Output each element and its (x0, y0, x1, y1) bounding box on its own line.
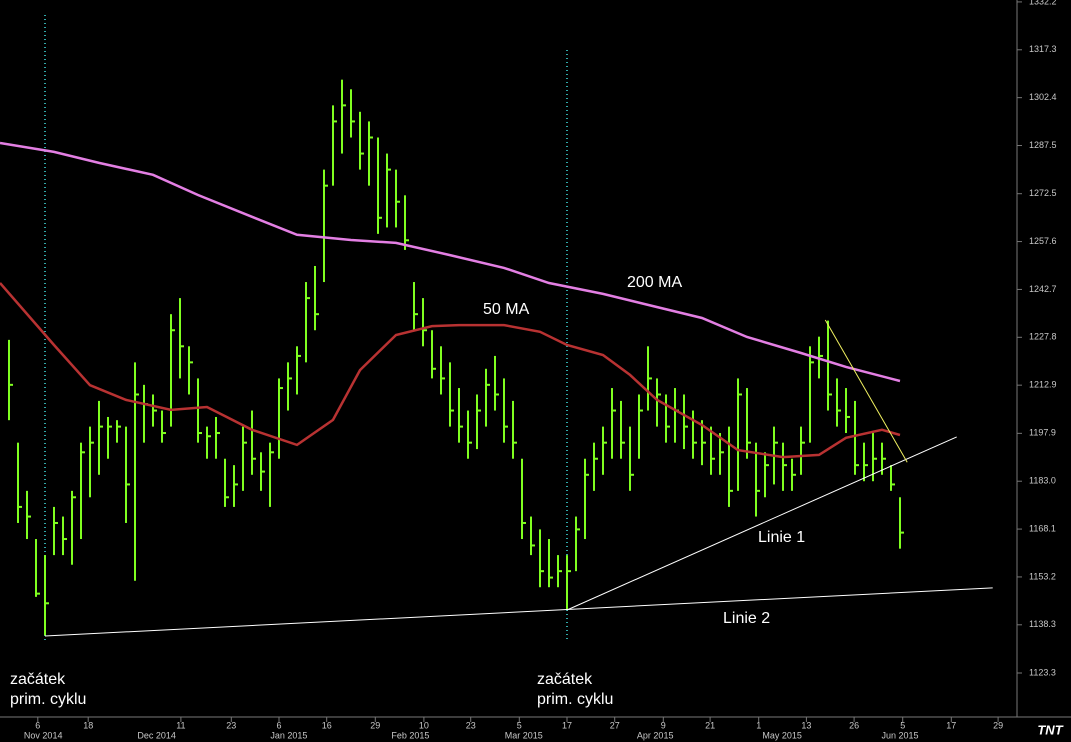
marker-label: začátek (10, 671, 66, 688)
moving-average (0, 282, 901, 459)
x-tick-label: 16 (322, 720, 332, 730)
month-label: Jan 2015 (270, 730, 307, 740)
month-label: Feb 2015 (391, 730, 429, 740)
trend-line (824, 319, 908, 463)
marker-label: prim. cyklu (10, 691, 86, 708)
y-tick-label: 1183.0 (1029, 476, 1056, 486)
moving-average (0, 141, 901, 383)
month-label: Nov 2014 (24, 730, 63, 740)
month-label: May 2015 (762, 730, 802, 740)
x-tick-label: 17 (562, 720, 572, 730)
y-tick-label: 1138.3 (1029, 619, 1056, 629)
y-tick-label: 1272.5 (1029, 188, 1057, 198)
trend-line-label: Linie 2 (723, 610, 770, 627)
x-tick-label: 18 (83, 720, 93, 730)
x-tick-label: 10 (419, 720, 429, 730)
y-tick-label: 1227.8 (1029, 332, 1057, 342)
y-tick-label: 1153.2 (1029, 571, 1056, 581)
x-tick-label: 26 (849, 720, 859, 730)
month-label: Jun 2015 (881, 730, 918, 740)
trend-line (44, 587, 993, 637)
trend-line-label: Linie 1 (758, 529, 805, 546)
x-tick-label: 17 (946, 720, 956, 730)
x-tick-label: 29 (370, 720, 380, 730)
x-tick-label: 21 (705, 720, 715, 730)
x-tick-label: 6 (276, 720, 281, 730)
ma-label: 200 MA (627, 274, 682, 291)
y-tick-label: 1317.3 (1029, 44, 1057, 54)
x-tick-label: 1 (756, 720, 761, 730)
x-tick-label: 23 (226, 720, 236, 730)
marker-label: začátek (537, 671, 593, 688)
month-label: Dec 2014 (137, 730, 176, 740)
x-tick-label: 11 (176, 720, 185, 730)
y-tick-label: 1287.5 (1029, 140, 1057, 150)
y-tick-label: 1123.3 (1029, 667, 1056, 677)
y-tick-label: 1332.2 (1029, 0, 1057, 6)
y-tick-label: 1212.9 (1029, 380, 1057, 390)
logo: TNT (1037, 722, 1063, 737)
x-tick-label: 9 (661, 720, 666, 730)
month-label: Mar 2015 (505, 730, 543, 740)
x-tick-label: 27 (610, 720, 620, 730)
trend-line (566, 436, 957, 611)
y-tick-label: 1168.1 (1029, 523, 1056, 533)
x-tick-label: 13 (801, 720, 811, 730)
y-tick-label: 1302.4 (1029, 92, 1057, 102)
x-tick-label: 5 (900, 720, 905, 730)
y-tick-label: 1242.7 (1029, 284, 1057, 294)
x-tick-label: 5 (517, 720, 522, 730)
y-tick-label: 1197.9 (1029, 428, 1056, 438)
marker-label: prim. cyklu (537, 691, 613, 708)
x-tick-label: 6 (35, 720, 40, 730)
ma-label: 50 MA (483, 301, 530, 318)
x-tick-label: 29 (993, 720, 1003, 730)
x-tick-label: 23 (466, 720, 476, 730)
y-tick-label: 1257.6 (1029, 236, 1057, 246)
month-label: Apr 2015 (637, 730, 674, 740)
